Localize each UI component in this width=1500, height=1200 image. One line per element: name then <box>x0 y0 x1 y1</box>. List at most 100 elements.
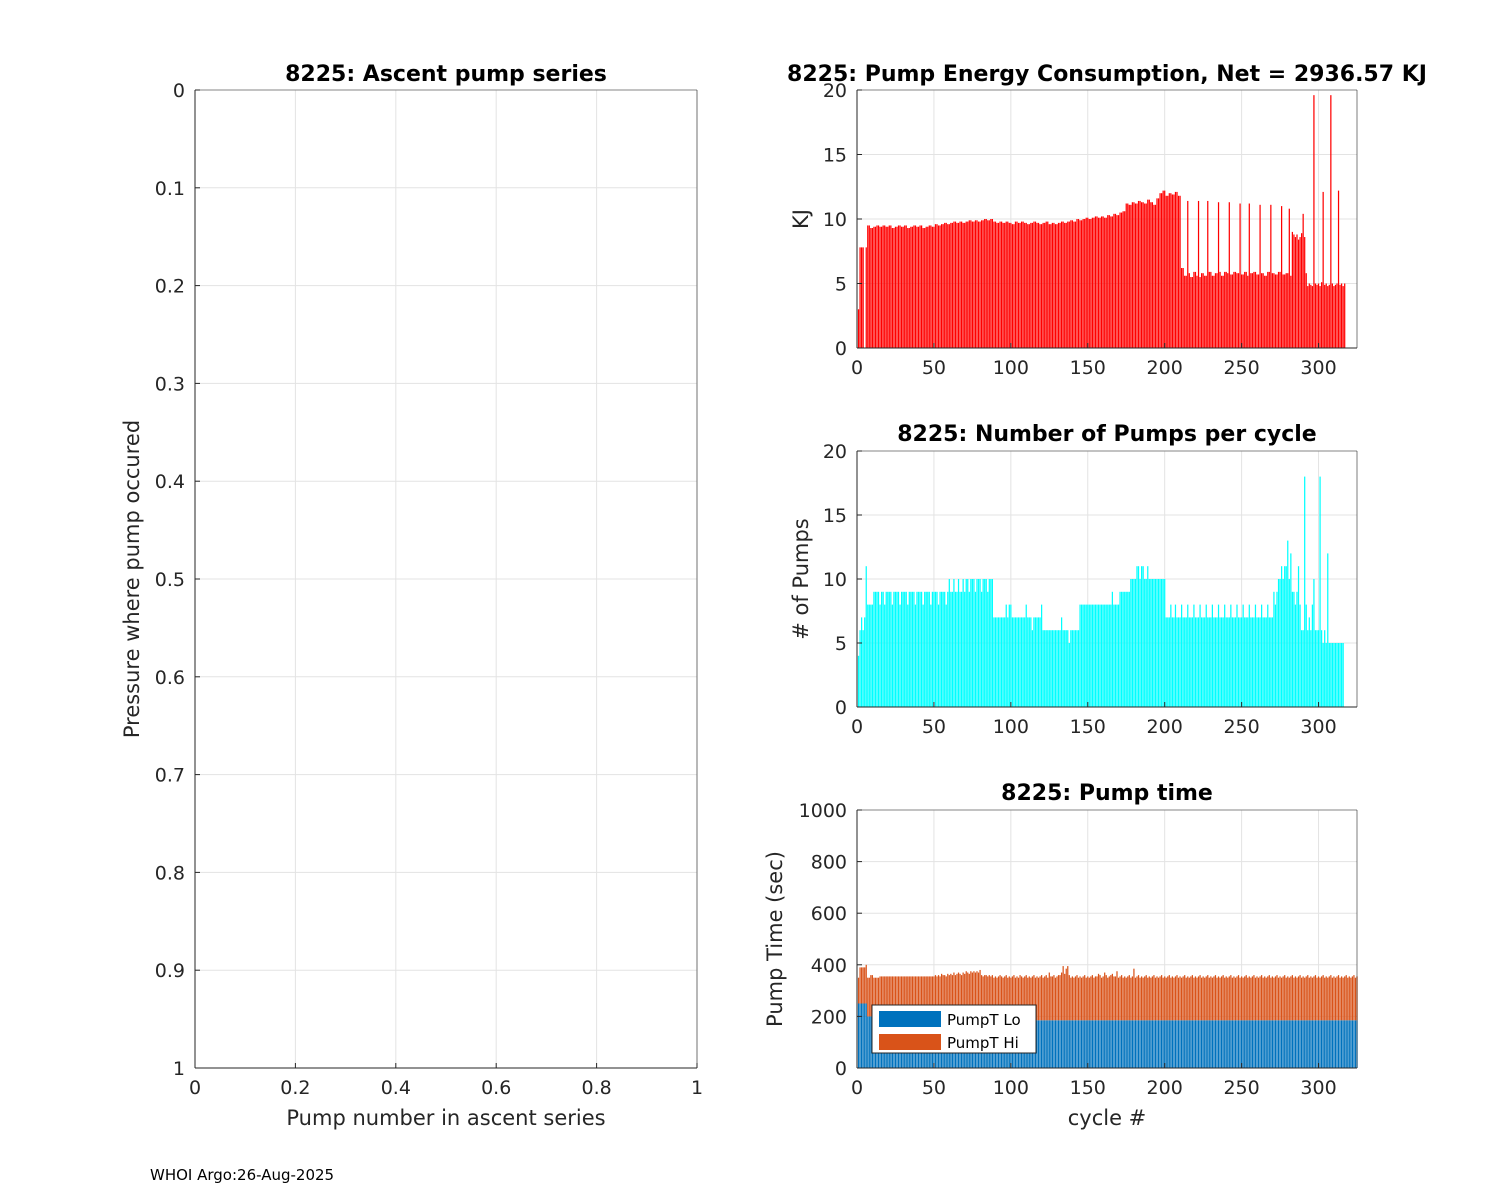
bar <box>1090 219 1092 348</box>
bar-pumpt-lo <box>1282 1020 1284 1068</box>
bar-pumpt-lo <box>1036 1020 1038 1068</box>
bar <box>1305 604 1307 707</box>
bar <box>1333 286 1335 348</box>
bar-pumpt-hi <box>948 975 950 1019</box>
bar-pumpt-lo <box>1331 1020 1333 1068</box>
bar-pumpt-hi <box>1090 976 1092 1021</box>
y-tick-label: 0.1 <box>155 178 185 200</box>
bar-pumpt-hi <box>1148 976 1150 1021</box>
bar <box>902 591 904 707</box>
bar-pumpt-lo <box>861 1003 863 1068</box>
bar <box>951 222 953 348</box>
bar <box>1010 222 1012 348</box>
bar <box>890 225 892 348</box>
bar <box>1341 643 1343 707</box>
bar <box>1174 604 1177 707</box>
x-axis-label: cycle # <box>1068 1106 1147 1130</box>
bar <box>1301 233 1303 348</box>
bar-pumpt-hi <box>901 976 903 1019</box>
bar <box>1067 221 1069 348</box>
bar <box>1031 630 1033 707</box>
bar <box>953 221 955 348</box>
bar <box>1097 604 1100 707</box>
bar <box>1127 591 1129 707</box>
bar <box>1057 630 1060 707</box>
bar <box>1334 284 1337 348</box>
bar <box>1104 217 1106 348</box>
bar-pumpt-hi <box>1304 977 1306 1021</box>
bar <box>1105 217 1107 348</box>
bar-pumpt-hi <box>1119 976 1121 1021</box>
y-tick-label: 15 <box>823 145 847 167</box>
bar <box>1299 237 1301 348</box>
y-axis-label: Pump Time (sec) <box>763 851 787 1027</box>
bar <box>1034 617 1037 707</box>
bar-pumpt-hi <box>1313 976 1315 1021</box>
bar <box>954 591 957 707</box>
bar <box>1064 222 1066 348</box>
bar <box>933 591 935 707</box>
bar-pumpt-hi <box>1322 975 1324 1021</box>
bar-pumpt-lo <box>1101 1020 1103 1068</box>
bar <box>1271 617 1273 707</box>
bar-pumpt-hi <box>859 967 861 1004</box>
bar <box>1202 617 1204 707</box>
bar <box>1184 275 1186 348</box>
bar-pumpt-hi <box>1236 976 1238 1021</box>
bar-pumpt-hi <box>1247 977 1249 1021</box>
bar <box>930 225 932 348</box>
y-tick-label: 5 <box>835 274 847 296</box>
bar <box>1219 271 1221 348</box>
bar-pumpt-hi <box>999 975 1001 1021</box>
x-tick-label: 0.8 <box>581 1077 611 1099</box>
bar-pumpt-hi <box>1007 977 1009 1021</box>
bar <box>1314 283 1317 348</box>
bar-pumpt-lo <box>1207 1020 1209 1068</box>
bar-pumpt-hi <box>1125 977 1127 1021</box>
bar-pumpt-hi <box>976 971 978 1019</box>
bar <box>957 222 960 348</box>
bar <box>1096 604 1098 707</box>
bar-pumpt-hi <box>1191 975 1193 1021</box>
bar <box>957 579 960 707</box>
bar <box>931 226 933 348</box>
bar-pumpt-hi <box>1154 977 1157 1021</box>
bar-pumpt-hi <box>1216 977 1218 1021</box>
bar <box>1141 566 1143 707</box>
bar-pumpt-hi <box>922 976 924 1019</box>
bar <box>987 591 989 707</box>
bar <box>1044 630 1046 707</box>
bar-pumpt-lo <box>1117 1020 1120 1068</box>
bar <box>1174 191 1177 348</box>
bar-pumpt-lo <box>1247 1020 1249 1068</box>
bar <box>950 222 952 348</box>
bar-pumpt-hi <box>1336 976 1338 1021</box>
bar <box>1294 604 1297 707</box>
bar <box>984 219 986 348</box>
bar <box>1202 273 1204 348</box>
bar <box>1094 604 1097 707</box>
bar-pumpt-lo <box>1042 1020 1044 1068</box>
bar <box>1054 630 1057 707</box>
bar <box>891 604 893 707</box>
bar <box>1070 630 1072 707</box>
bar-pumpt-hi <box>1290 976 1292 1021</box>
bar-pumpt-hi <box>1002 977 1004 1021</box>
bar <box>1028 617 1030 707</box>
bar-pumpt-lo <box>1196 1020 1198 1068</box>
bar-pumpt-lo <box>1277 1020 1280 1068</box>
bar-pumpt-hi <box>1265 977 1267 1021</box>
bar-pumpt-hi <box>1022 977 1024 1021</box>
bar-pumpt-hi <box>1201 977 1203 1021</box>
legend-swatch-hi <box>879 1034 941 1050</box>
bar-pumpt-lo <box>1281 1020 1283 1068</box>
bar-pumpt-hi <box>927 976 929 1019</box>
bar <box>1187 604 1189 707</box>
bar-pumpt-hi <box>891 976 893 1019</box>
bar-pumpt-hi <box>1128 975 1130 1021</box>
bar-pumpt-hi <box>1094 976 1097 1021</box>
bar <box>925 226 927 348</box>
bar <box>1164 579 1166 707</box>
bar <box>1010 604 1012 707</box>
y-tick-label: 0 <box>835 697 847 719</box>
